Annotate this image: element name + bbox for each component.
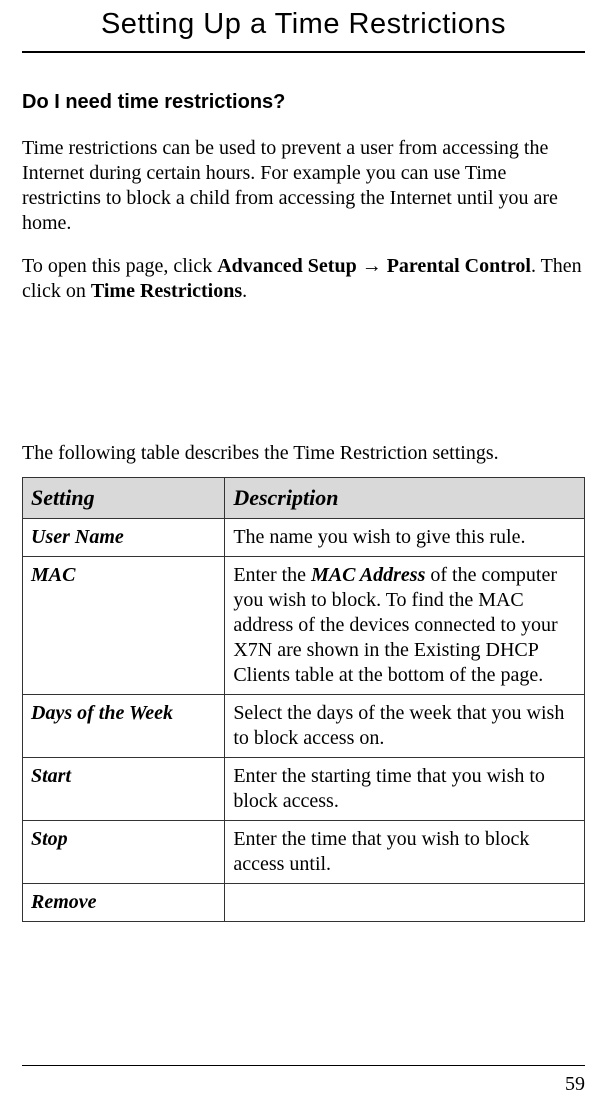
cell-desc: Enter the MAC Address of the computer yo…	[225, 556, 585, 694]
desc-pre: The name you wish to give this rule.	[233, 526, 525, 548]
desc-pre: Enter the starting time that you wish to…	[233, 765, 545, 812]
desc-bold: MAC Address	[311, 564, 425, 586]
nav-path-c: Time Restrictions	[91, 280, 242, 302]
desc-pre: Enter the	[233, 564, 311, 586]
footer-rule	[22, 1065, 585, 1066]
cell-desc: Enter the time that you wish to block ac…	[225, 820, 585, 883]
cell-desc: Select the days of the week that you wis…	[225, 694, 585, 757]
nav-path-a: Advanced Setup	[217, 255, 361, 277]
cell-desc	[225, 883, 585, 921]
arrow-icon: →	[362, 255, 382, 277]
table-row: MAC Enter the MAC Address of the compute…	[23, 556, 585, 694]
th-setting: Setting	[23, 478, 225, 519]
table-row: Stop Enter the time that you wish to blo…	[23, 820, 585, 883]
nav-path-b: Parental Control	[382, 255, 531, 277]
cell-setting: Start	[23, 757, 225, 820]
cell-desc: Enter the starting time that you wish to…	[225, 757, 585, 820]
table-row: Days of the Week Select the days of the …	[23, 694, 585, 757]
settings-table: Setting Description User Name The name y…	[22, 477, 585, 922]
spacer	[22, 322, 585, 442]
paragraph-nav: To open this page, click Advanced Setup …	[22, 254, 585, 304]
section-heading: Do I need time restrictions?	[22, 91, 585, 114]
cell-setting: Stop	[23, 820, 225, 883]
table-row: Start Enter the starting time that you w…	[23, 757, 585, 820]
cell-desc: The name you wish to give this rule.	[225, 518, 585, 556]
paragraph-intro: Time restrictions can be used to prevent…	[22, 136, 585, 236]
desc-pre: Enter the time that you wish to block ac…	[233, 828, 529, 875]
para2-suffix: .	[242, 280, 247, 302]
th-description: Description	[225, 478, 585, 519]
chapter-title: Setting Up a Time Restrictions	[22, 0, 585, 53]
cell-setting: Days of the Week	[23, 694, 225, 757]
desc-pre: Select the days of the week that you wis…	[233, 702, 564, 749]
cell-setting: MAC	[23, 556, 225, 694]
para2-prefix: To open this page, click	[22, 255, 217, 277]
cell-setting: Remove	[23, 883, 225, 921]
table-row: Remove	[23, 883, 585, 921]
cell-setting: User Name	[23, 518, 225, 556]
table-row: User Name The name you wish to give this…	[23, 518, 585, 556]
table-header-row: Setting Description	[23, 478, 585, 519]
table-intro: The following table describes the Time R…	[22, 442, 585, 465]
page-number: 59	[565, 1073, 585, 1096]
